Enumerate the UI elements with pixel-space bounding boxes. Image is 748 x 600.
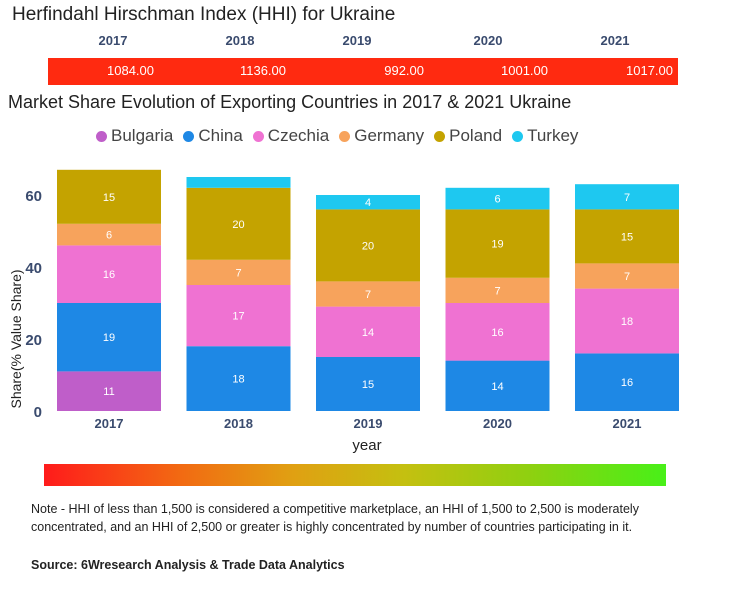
y-tick-label: 40: [25, 260, 42, 277]
data-label: 4: [365, 197, 371, 209]
legend-label: Bulgaria: [111, 126, 174, 145]
legend-label: Germany: [354, 126, 425, 145]
legend-swatch: [252, 130, 264, 142]
hhi-value: 992.00: [384, 63, 424, 78]
bar-segment-turkey: [575, 184, 679, 210]
hhi-note: Note - HHI of less than 1,500 is conside…: [31, 502, 639, 534]
bar-segment-turkey: [186, 177, 291, 188]
data-label: 18: [621, 316, 633, 328]
bar-segment-germany: [575, 263, 679, 289]
bar-segment-czechia: [57, 245, 161, 303]
bar-segment-czechia: [575, 288, 679, 354]
data-label: 16: [491, 327, 503, 339]
bar-segment-china: [445, 360, 550, 411]
data-label: 6: [494, 194, 500, 206]
bar-segment-poland: [445, 209, 550, 278]
data-label: 20: [232, 219, 244, 231]
data-label: 6: [106, 230, 112, 242]
legend-item-china[interactable]: China: [183, 126, 243, 146]
data-label: 7: [365, 289, 371, 301]
y-tick-label: 60: [25, 188, 42, 205]
source-credit: Source: 6Wresearch Analysis & Trade Data…: [31, 558, 345, 572]
legend-label: Czechia: [267, 126, 330, 145]
bar-segment-czechia: [316, 306, 420, 357]
bar-segment-germany: [445, 277, 550, 303]
y-axis-title: Share(% Value Share): [8, 269, 24, 408]
data-label: 17: [232, 311, 244, 323]
data-label: 7: [235, 267, 241, 279]
bar-segment-poland: [316, 209, 420, 282]
legend-swatch: [339, 130, 351, 142]
bar-segment-china: [186, 346, 291, 411]
data-label: 7: [624, 192, 630, 204]
legend-swatch: [96, 130, 107, 142]
y-tick-label: 20: [25, 332, 42, 349]
data-label: 7: [494, 285, 500, 297]
data-label: 18: [232, 374, 244, 386]
data-label: 14: [491, 381, 503, 393]
hhi-value: 1084.00: [107, 63, 154, 78]
chart-legend: Bulgaria China Czechia Germany Poland Turkey: [96, 126, 588, 146]
hhi-scale-gradient: [44, 464, 666, 486]
bar-segment-germany: [186, 259, 291, 285]
bar-segment-turkey: [316, 195, 420, 210]
x-tick-label: 2019: [354, 416, 383, 431]
bar-segment-czechia: [186, 285, 291, 347]
bar-segment-poland: [575, 209, 679, 264]
data-label: 20: [362, 240, 374, 252]
legend-swatch: [434, 130, 446, 142]
legend-label: Poland: [449, 126, 503, 145]
legend-item-bulgaria[interactable]: Bulgaria: [96, 126, 173, 146]
data-label: 11: [103, 386, 114, 398]
hhi-year-label: 2019: [342, 33, 372, 48]
hhi-value-bar: 1084.00 1136.00 992.00 1001.00 1017.00: [48, 58, 678, 85]
x-tick-label: 2017: [95, 416, 124, 431]
bar-segment-china: [57, 303, 161, 372]
legend-item-czechia[interactable]: Czechia: [252, 126, 330, 146]
hhi-year-label: 2020: [473, 33, 503, 48]
bar-segment-turkey: [445, 187, 550, 210]
hhi-year-label: 2021: [600, 33, 630, 48]
data-label: 16: [621, 377, 633, 389]
legend-item-turkey[interactable]: Turkey: [512, 126, 578, 146]
data-label: 19: [103, 332, 115, 344]
bar-segment-china: [575, 353, 679, 411]
bar-segment-poland: [57, 169, 161, 224]
bar-segment-china: [316, 357, 420, 411]
bar-segment-bulgaria: [57, 371, 161, 411]
legend-label: China: [198, 126, 243, 145]
x-tick-label: 2018: [224, 416, 253, 431]
hhi-year-label: 2018: [225, 33, 255, 48]
x-tick-label: 2021: [613, 416, 642, 431]
hhi-value: 1017.00: [626, 63, 673, 78]
data-label: 16: [103, 269, 115, 281]
bar-segment-poland: [186, 187, 291, 260]
data-label: 15: [621, 231, 633, 243]
legend-swatch: [183, 130, 195, 142]
hhi-title: Herfindahl Hirschman Index (HHI) for Ukr…: [12, 4, 396, 25]
legend-label: Turkey: [527, 126, 579, 145]
legend-item-poland[interactable]: Poland: [434, 126, 502, 146]
x-tick-label: 2020: [483, 416, 512, 431]
data-label: 15: [362, 379, 374, 391]
hhi-value: 1136.00: [239, 63, 286, 78]
hhi-value: 1001.00: [501, 63, 548, 78]
bar-segment-germany: [57, 223, 161, 246]
legend-item-germany[interactable]: Germany: [339, 126, 424, 146]
hhi-year-label: 2017: [98, 33, 128, 48]
data-label: 19: [491, 239, 503, 251]
x-axis-title: year: [352, 437, 381, 454]
legend-swatch: [512, 130, 524, 142]
chart-title: Market Share Evolution of Exporting Coun…: [8, 92, 572, 112]
bar-segment-czechia: [445, 303, 550, 361]
data-label: 14: [362, 327, 374, 339]
y-tick-label: 0: [34, 404, 42, 421]
data-label: 7: [624, 271, 630, 283]
data-label: 15: [103, 192, 115, 204]
bar-segment-germany: [316, 281, 420, 307]
